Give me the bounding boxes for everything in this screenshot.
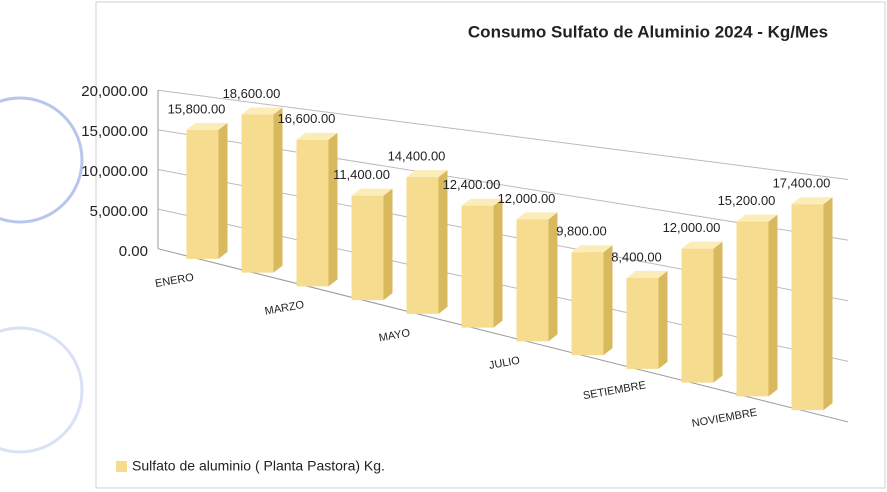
bar-top [406,170,448,178]
bar-side [713,241,723,383]
data-label: 9,800.00 [556,224,607,239]
stamp [0,326,84,454]
bar [406,177,439,314]
bar [736,221,769,397]
bar-side [438,170,448,314]
bar [791,204,824,411]
data-label: 12,400.00 [443,177,501,192]
grid-line [157,248,849,423]
bar-side [768,214,778,397]
legend-swatch [116,461,127,472]
bar-top [186,122,228,130]
data-label: 14,400.00 [388,149,446,164]
bar-side [493,198,503,328]
bar-top [681,241,723,249]
bar [186,129,219,259]
bar-side [273,107,283,273]
data-label: 8,400.00 [611,249,662,264]
y-tick-label: 15,000.00 [81,123,148,140]
bar [296,139,329,287]
data-label: 12,000.00 [663,220,721,235]
data-label: 16,600.00 [278,111,336,126]
bar [571,252,604,356]
bar [516,219,549,342]
data-label: 18,600.00 [223,86,281,101]
bar [626,277,659,369]
y-tick-label: 5,000.00 [90,203,148,220]
bar-top [791,197,833,205]
bar-side [218,122,228,259]
bar-top [461,198,503,206]
x-tick-label: JULIO [488,355,521,372]
y-tick-label: 10,000.00 [81,163,148,180]
bar [681,248,714,383]
bar-top [516,212,558,220]
bar-top [571,245,613,253]
x-tick-label: MAYO [378,327,412,344]
data-label: 17,400.00 [773,176,831,191]
data-label: 15,200.00 [718,193,776,208]
bar-side [383,188,393,301]
legend-label: Sulfato de aluminio ( Planta Pastora) Kg… [132,458,385,474]
bar-side [603,245,613,356]
y-tick-label: 20,000.00 [81,83,148,100]
bar-side [823,197,833,411]
y-tick-label: 0.00 [119,243,148,260]
bar-side [548,212,558,342]
data-label: 11,400.00 [333,167,390,182]
data-label: 15,800.00 [168,101,226,116]
stamp [0,96,84,224]
bar [241,114,274,273]
bar [461,205,494,328]
bar-top [296,132,338,140]
bar [351,195,384,301]
bar-top [241,107,283,115]
bar-top [626,270,668,278]
data-label: 12,000.00 [498,191,556,206]
bar-side [328,132,338,287]
bar-top [351,188,393,196]
bar-top [736,214,778,222]
grid-line [157,89,849,181]
bar-side [658,270,668,369]
chart-title: Consumo Sulfato de Aluminio 2024 - Kg/Me… [468,22,828,41]
